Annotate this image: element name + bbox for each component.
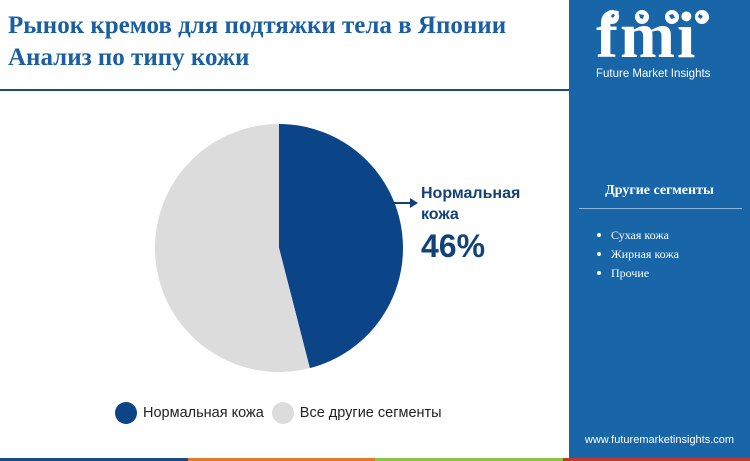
title-divider bbox=[0, 89, 569, 91]
segment-label-other: Прочие bbox=[611, 266, 650, 280]
pie-slice-other-segments bbox=[154, 124, 310, 372]
bottom-bar-segment-4 bbox=[562, 458, 750, 461]
legend-label-other: Все другие сегменты bbox=[299, 405, 442, 421]
bottom-color-bar bbox=[0, 458, 750, 461]
pie-slice-normal-skin bbox=[279, 124, 403, 369]
title-line-2: Анализ по типу кожи bbox=[8, 44, 250, 71]
bottom-bar-segment-2 bbox=[187, 458, 375, 461]
website-link[interactable]: www.futuremarketinsights.com bbox=[584, 434, 735, 446]
segment-label-dry: Сухая кожа bbox=[611, 228, 669, 242]
legend-item-normal: Нормальная кожа bbox=[115, 402, 264, 424]
segments-title: Другие сегменты bbox=[605, 183, 714, 198]
bottom-bar-segment-1 bbox=[0, 458, 188, 461]
bullet-icon bbox=[597, 252, 601, 257]
segment-label-oily: Жирная кожа bbox=[611, 247, 679, 261]
legend-swatch-other bbox=[271, 402, 294, 424]
segment-item-oily: Жирная кожа bbox=[597, 245, 679, 264]
legend-swatch-normal bbox=[115, 402, 137, 424]
legend-item-other: Все другие сегменты bbox=[271, 402, 442, 424]
pie-slices bbox=[154, 124, 403, 372]
segments-list: Сухая кожа Жирная кожа Прочие bbox=[597, 226, 679, 283]
bottom-bar-segment-3 bbox=[375, 458, 563, 461]
title-line-1: Рынок кремов для подтяжки тела в Японии bbox=[8, 12, 507, 39]
callout-label: Нормальная кожа bbox=[421, 183, 520, 225]
callout-value: 46% bbox=[421, 228, 486, 264]
logo-mark: fmi bbox=[596, 0, 698, 72]
bullet-icon bbox=[597, 233, 601, 238]
chart-legend: Нормальная кожа Все другие сегменты bbox=[115, 402, 450, 424]
bullet-icon bbox=[597, 271, 601, 276]
logo-subtitle: Future Market Insights bbox=[596, 68, 711, 80]
segment-item-dry: Сухая кожа bbox=[597, 226, 679, 245]
callout-label-line-1: Нормальная bbox=[421, 185, 521, 202]
sidebar-panel: fmi Future Market Insights Другие сегмен… bbox=[569, 0, 750, 458]
chart-title: Рынок кремов для подтяжки тела в Японии … bbox=[8, 10, 568, 74]
segments-divider bbox=[579, 208, 742, 209]
callout-arrow-icon bbox=[392, 198, 418, 208]
callout-label-line-2: кожа bbox=[421, 206, 459, 223]
pie-chart bbox=[154, 124, 418, 372]
segment-item-other: Прочие bbox=[597, 264, 679, 283]
legend-label-normal: Нормальная кожа bbox=[143, 405, 264, 421]
globe-icons bbox=[605, 10, 709, 24]
